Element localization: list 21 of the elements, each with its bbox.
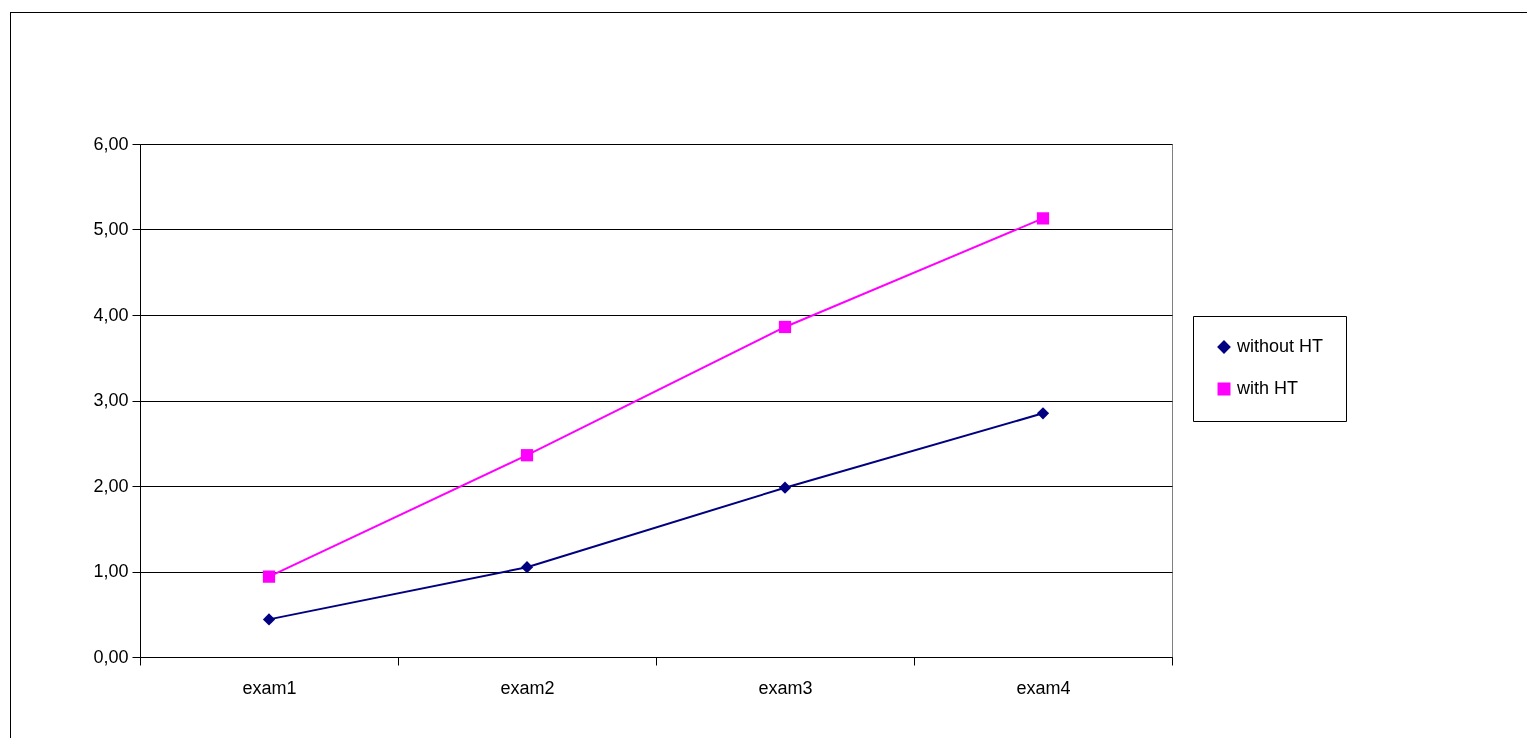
point bbox=[262, 570, 276, 583]
point bbox=[1036, 407, 1050, 420]
x-tick-label: exam2 bbox=[500, 677, 555, 698]
x-tick-label: exam1 bbox=[242, 677, 297, 698]
y-tick-label: 2,00 bbox=[93, 475, 129, 496]
point bbox=[778, 320, 792, 334]
y-tick-label: 5,00 bbox=[93, 219, 129, 239]
point bbox=[520, 449, 534, 462]
legend-label: without HT bbox=[1236, 336, 1324, 356]
legend-label: with HT bbox=[1236, 378, 1299, 398]
point bbox=[520, 561, 534, 574]
x-tick-label: exam4 bbox=[1016, 677, 1071, 698]
y-tick-label: 6,00 bbox=[93, 133, 129, 154]
point bbox=[1036, 212, 1050, 225]
y-tick-label: 4,00 bbox=[93, 304, 129, 325]
x-tick-label: exam3 bbox=[758, 677, 813, 698]
point bbox=[778, 481, 792, 494]
point bbox=[262, 613, 276, 626]
y-tick-label: 1,00 bbox=[93, 561, 129, 581]
y-tick-label: 0,00 bbox=[93, 646, 129, 667]
y-tick-label: 3,00 bbox=[93, 390, 129, 410]
